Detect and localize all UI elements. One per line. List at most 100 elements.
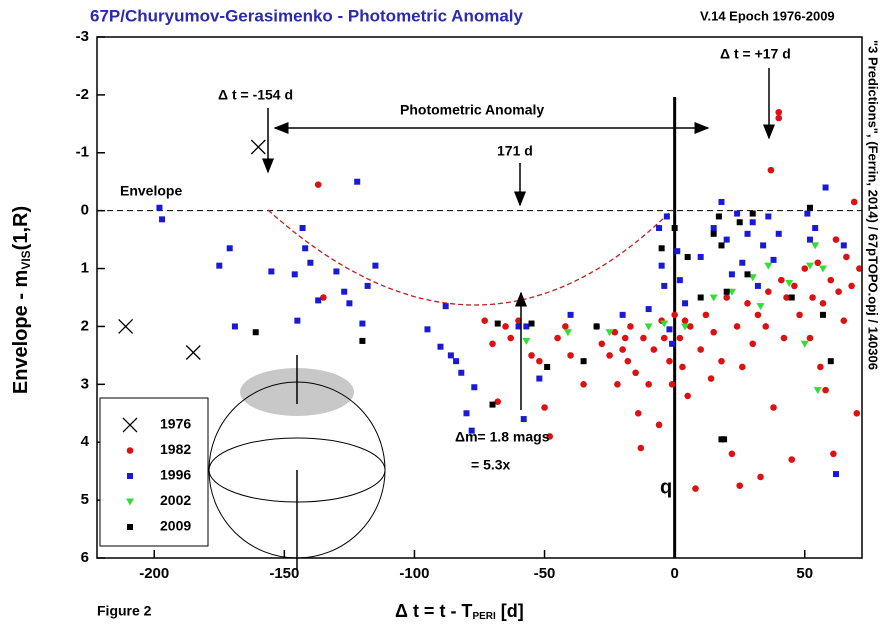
point — [185, 345, 201, 360]
point — [681, 317, 689, 324]
point — [744, 299, 751, 307]
y-axis-label: Envelope - mVIS(1,R) — [10, 206, 33, 394]
point — [489, 340, 496, 348]
point — [471, 384, 478, 391]
point — [156, 204, 163, 211]
annotation: 171 d — [497, 143, 533, 159]
point — [702, 311, 710, 319]
point — [754, 282, 761, 289]
y-label-main: Envelope - m — [10, 270, 32, 394]
point — [644, 323, 653, 331]
point — [554, 334, 561, 342]
point — [226, 245, 233, 252]
point — [791, 282, 798, 290]
point — [494, 398, 502, 406]
point — [614, 381, 621, 388]
point — [728, 450, 736, 458]
point — [856, 265, 863, 272]
point — [805, 262, 814, 270]
point — [814, 259, 822, 267]
annotation: Δm= 1.8 mags — [455, 429, 550, 445]
point — [666, 326, 673, 333]
plot-frame — [96, 36, 863, 559]
point — [567, 311, 574, 318]
point — [606, 352, 613, 359]
legend-marker — [127, 473, 133, 479]
point — [522, 337, 531, 345]
point — [354, 178, 361, 185]
legend-label: 1976 — [160, 416, 191, 432]
point — [756, 303, 765, 311]
point — [536, 357, 543, 365]
point — [118, 318, 134, 334]
x-tick-label: -200 — [139, 565, 169, 582]
point — [754, 311, 762, 319]
point — [767, 166, 775, 174]
point — [463, 410, 470, 417]
point — [458, 369, 465, 376]
x-label-main: Δ t = t - T — [395, 601, 472, 621]
legend-items: 1976 1982 1996 2002 2009 — [122, 416, 191, 534]
point — [788, 294, 795, 301]
point — [775, 108, 783, 116]
point — [728, 271, 735, 278]
point — [813, 387, 822, 395]
point — [739, 363, 746, 371]
point — [679, 363, 686, 371]
point — [424, 326, 431, 333]
point — [315, 297, 322, 304]
point — [520, 416, 527, 423]
point — [634, 409, 642, 417]
point — [621, 334, 629, 342]
point — [832, 236, 840, 243]
arrows — [262, 68, 775, 410]
point — [744, 271, 751, 278]
y-tick-label: -1 — [76, 144, 89, 161]
point — [544, 363, 551, 370]
x-label-sub: PERI — [472, 611, 496, 622]
point — [715, 213, 722, 220]
point — [668, 381, 676, 388]
point — [453, 358, 460, 365]
point — [749, 210, 756, 217]
point — [341, 288, 348, 295]
point — [216, 262, 223, 269]
point — [294, 317, 301, 324]
legend-marker — [122, 417, 138, 433]
x-tick-label: 0 — [670, 565, 678, 582]
anomaly-curve — [267, 209, 673, 306]
point — [674, 248, 681, 255]
point — [686, 323, 694, 330]
point — [528, 320, 535, 327]
point — [291, 271, 298, 278]
point — [346, 300, 353, 307]
point — [611, 328, 619, 336]
point — [710, 230, 717, 237]
point — [536, 375, 543, 382]
point — [830, 450, 837, 458]
point — [692, 485, 699, 492]
point — [684, 253, 691, 260]
point — [827, 276, 835, 284]
point — [811, 242, 820, 250]
point — [744, 230, 751, 237]
point — [637, 444, 645, 452]
point — [697, 346, 704, 353]
point — [437, 343, 444, 350]
point — [697, 253, 704, 260]
point — [682, 300, 689, 307]
point — [268, 268, 275, 275]
point — [299, 225, 306, 232]
point — [515, 323, 522, 330]
point — [723, 236, 730, 243]
point — [645, 381, 652, 388]
legend-label: 1982 — [160, 441, 191, 457]
point — [605, 329, 614, 337]
point — [778, 276, 785, 284]
point — [770, 256, 777, 263]
legend — [99, 397, 209, 547]
point — [748, 274, 757, 282]
point — [709, 294, 718, 302]
y-tick-label: 6 — [81, 549, 89, 566]
point — [619, 311, 626, 318]
